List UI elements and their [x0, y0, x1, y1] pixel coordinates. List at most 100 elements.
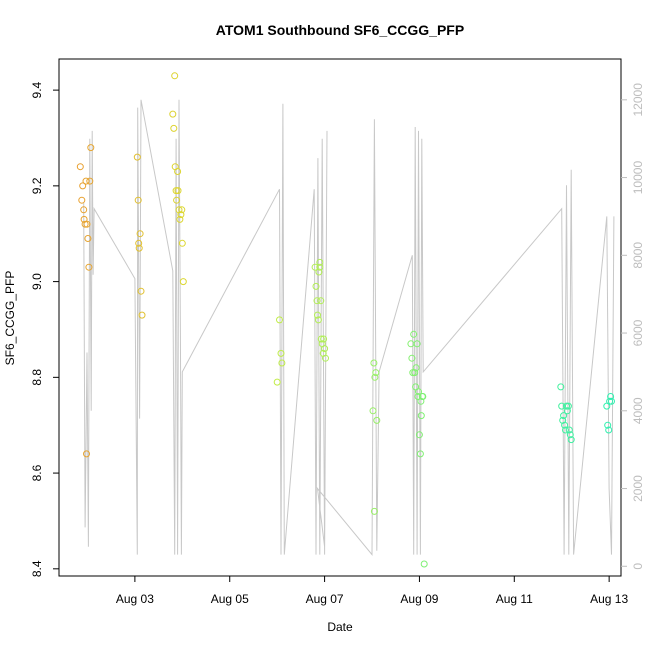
data-point	[172, 187, 180, 195]
data-point	[314, 316, 322, 324]
data-point	[410, 330, 418, 338]
data-point	[606, 397, 614, 405]
data-point	[85, 263, 93, 271]
data-point	[84, 235, 92, 242]
data-point	[312, 282, 320, 290]
data-point	[79, 182, 87, 190]
points-layer	[76, 72, 615, 568]
data-point	[566, 431, 574, 439]
data-point	[177, 211, 185, 219]
x-tick-label: Aug 09	[400, 592, 438, 606]
data-point	[137, 287, 145, 295]
data-point	[559, 416, 567, 424]
data-point	[311, 263, 319, 271]
data-point	[371, 373, 379, 381]
data-point	[136, 230, 144, 238]
altitude-line	[83, 99, 615, 556]
x-tick-label: Aug 03	[116, 592, 154, 606]
right-tick-label: 8000	[631, 242, 645, 269]
data-point	[415, 431, 423, 439]
data-point	[316, 263, 324, 271]
data-point	[417, 412, 425, 420]
y-tick-label: 9.2	[30, 177, 44, 194]
data-point	[82, 177, 90, 185]
x-axis-label: Date	[327, 620, 353, 634]
data-point	[561, 421, 569, 429]
y-axis-label: SF6_CCGG_PFP	[3, 271, 17, 366]
data-point	[564, 402, 572, 410]
data-point	[314, 311, 321, 319]
data-point	[608, 397, 615, 405]
chart-title: ATOM1 Southbound SF6_CCGG_PFP	[216, 22, 464, 38]
data-point	[322, 354, 329, 362]
data-point	[313, 297, 321, 305]
data-point	[174, 187, 182, 195]
data-point	[372, 369, 380, 377]
data-point	[369, 407, 377, 415]
data-point	[605, 426, 613, 434]
data-point	[370, 507, 378, 515]
data-point	[171, 72, 179, 80]
data-point	[413, 340, 421, 348]
data-point	[176, 215, 184, 223]
data-point	[317, 297, 325, 305]
y-tick-label: 8.8	[30, 369, 44, 386]
data-point	[83, 220, 91, 228]
data-point	[87, 144, 95, 152]
x-tick-label: Aug 13	[590, 592, 628, 606]
data-point	[273, 378, 281, 386]
data-point	[78, 196, 86, 204]
data-point	[179, 278, 187, 286]
data-point	[417, 397, 425, 405]
data-point	[320, 335, 328, 343]
data-point	[607, 393, 615, 400]
data-point	[175, 206, 183, 214]
data-point	[83, 450, 90, 458]
data-point	[563, 407, 571, 415]
data-point	[134, 196, 142, 204]
x-tick-label: Aug 07	[306, 592, 344, 606]
data-point	[278, 359, 286, 367]
plot-frame	[58, 58, 622, 577]
data-point	[135, 239, 143, 247]
data-point	[169, 110, 177, 118]
data-point	[76, 163, 84, 171]
data-point	[560, 412, 568, 420]
data-point	[321, 345, 329, 353]
right-tick-label: 10000	[631, 161, 645, 195]
data-point	[415, 388, 422, 396]
data-point	[411, 369, 419, 377]
data-point	[315, 268, 323, 276]
data-point	[80, 206, 88, 214]
data-point	[412, 364, 420, 372]
data-point	[409, 369, 417, 377]
data-point	[277, 349, 285, 357]
data-point	[408, 354, 416, 362]
data-point	[178, 206, 186, 214]
right-tick-label: 2000	[631, 475, 645, 502]
data-point	[178, 239, 186, 247]
data-point	[373, 416, 381, 424]
right-tick-label: 6000	[631, 319, 645, 346]
data-point	[558, 402, 566, 410]
data-point	[416, 450, 424, 458]
data-point	[563, 402, 570, 410]
y-tick-label: 9.0	[30, 273, 44, 290]
data-point	[86, 177, 94, 185]
data-point	[419, 393, 427, 400]
data-point	[173, 196, 181, 204]
data-point	[138, 311, 146, 319]
data-point	[565, 426, 573, 434]
altitude-layer	[83, 99, 615, 556]
y-tick-label: 8.6	[30, 464, 44, 481]
right-axis: 0 2000 4000 6000 8000 10000 12000	[621, 83, 645, 570]
data-point	[317, 335, 325, 343]
data-point	[567, 436, 575, 444]
right-tick-label: 4000	[631, 397, 645, 424]
data-point	[81, 220, 89, 228]
data-point	[170, 124, 178, 132]
y-tick-label: 9.4	[30, 81, 44, 98]
data-point	[562, 426, 569, 434]
data-point	[276, 316, 283, 324]
